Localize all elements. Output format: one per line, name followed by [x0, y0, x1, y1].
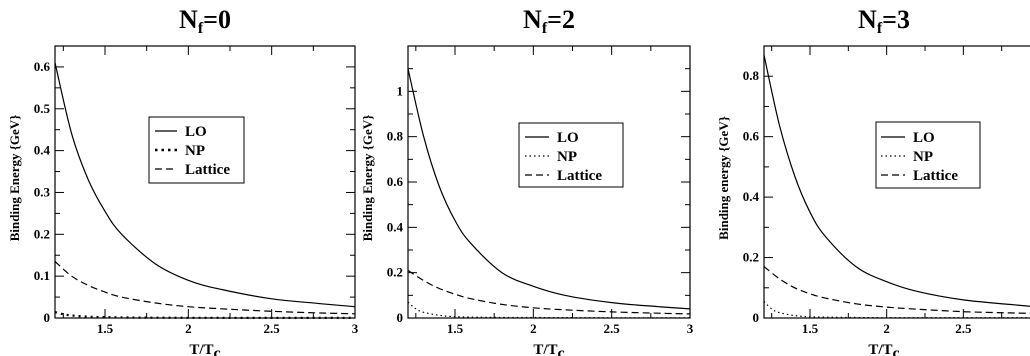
- svg-text:Lattice: Lattice: [913, 168, 958, 184]
- series-lattice-line: [763, 266, 1030, 314]
- x-tick-label: 1.5: [802, 321, 819, 336]
- svg-text:NP: NP: [185, 143, 205, 159]
- panel-nf0: Nf=0 Binding Energy {GeV} T/Tc LO NP Lat…: [7, 5, 245, 356]
- y-tick-label: 0.6: [743, 129, 760, 144]
- y-axis-label: Binding Energy {GeV}: [7, 115, 22, 242]
- y-axis-label: Binding energy {GeV}: [716, 116, 731, 240]
- svg-text:NP: NP: [913, 149, 933, 165]
- legend-item-np: NP: [525, 149, 577, 165]
- y-tick-label: 1: [397, 83, 404, 98]
- x-axis-label: T/Tc: [533, 342, 564, 356]
- series-np-line: [407, 301, 690, 319]
- legend-box: [875, 121, 981, 189]
- y-tick-label: 0.1: [34, 268, 50, 283]
- plot-frame: [763, 45, 1030, 319]
- y-tick-label: 0: [44, 310, 51, 325]
- svg-text:LO: LO: [913, 130, 935, 146]
- y-tick-label: 0.8: [743, 68, 760, 83]
- panel-title: Nf=2: [523, 5, 575, 37]
- x-tick-label: 2: [530, 321, 537, 336]
- panel-nf2: Nf=2 Binding Energy {GeV} T/Tc LO NP Lat…: [360, 5, 624, 356]
- panel-title: Nf=0: [179, 5, 231, 37]
- legend-item-np: NP: [881, 149, 933, 165]
- series-lo-line: [407, 68, 691, 310]
- svg-text:NP: NP: [557, 149, 577, 165]
- y-tick-label: 0.5: [34, 101, 51, 116]
- x-tick-label: 3: [687, 321, 694, 336]
- y-tick-label: 0.3: [34, 184, 51, 199]
- series-lo-line: [54, 62, 356, 308]
- x-tick-label: 3: [352, 321, 359, 336]
- panel-title: Nf=3: [858, 5, 910, 37]
- legend-item-lo: LO: [525, 130, 579, 146]
- series-np-line: [763, 300, 1030, 319]
- y-tick-label: 0.2: [743, 250, 759, 265]
- series-lattice-line: [54, 261, 356, 315]
- series-lattice-line: [407, 269, 691, 315]
- svg-text:Lattice: Lattice: [185, 162, 230, 178]
- y-tick-label: 0.6: [34, 59, 51, 74]
- legend-item-lo: LO: [155, 124, 207, 140]
- y-tick-label: 0: [397, 310, 404, 325]
- y-axis-label: Binding Energy {GeV}: [360, 115, 375, 242]
- y-tick-label: 0.8: [387, 129, 404, 144]
- y-tick-label: 0.2: [387, 265, 403, 280]
- y-tick-label: 0.4: [34, 143, 51, 158]
- x-axis-label: T/Tc: [189, 342, 220, 356]
- y-tick-label: 0.2: [34, 226, 50, 241]
- y-tick-label: 0.6: [387, 174, 404, 189]
- x-tick-label: 1.5: [447, 321, 464, 336]
- y-tick-label: 0.4: [743, 189, 760, 204]
- legend-box: [148, 116, 245, 184]
- x-tick-label: 2: [185, 321, 192, 336]
- series-lo-line: [763, 54, 1030, 307]
- svg-text:LO: LO: [185, 124, 207, 140]
- legend-box: [518, 122, 624, 188]
- x-tick-label: 2.5: [955, 321, 972, 336]
- plot-area-0: 1.5 2 2.5 3 0 0.1 0.2 0.3 0.4 0.5 0.6: [34, 45, 359, 336]
- legend-item-lo: LO: [881, 130, 935, 146]
- x-tick-label: 2: [883, 321, 890, 336]
- x-axis-label: T/Tc: [868, 342, 899, 356]
- svg-text:LO: LO: [557, 130, 579, 146]
- x-tick-label: 2.5: [264, 321, 281, 336]
- legend-item-lattice: Lattice: [155, 162, 230, 178]
- x-tick-label: 1.5: [97, 321, 114, 336]
- panel-nf3: Nf=3 Binding energy {GeV} T/Tc LO NP Lat…: [716, 5, 981, 356]
- legend-item-lattice: Lattice: [881, 168, 958, 184]
- legend-item-lattice: Lattice: [525, 168, 602, 184]
- x-tick-label: 2.5: [604, 321, 621, 336]
- y-tick-label: 0: [753, 310, 760, 325]
- y-tick-label: 0.4: [387, 219, 404, 234]
- plot-area-1: 1.5 2 2.5 3 0 0.2 0.4 0.6 0.8 1: [387, 45, 694, 336]
- svg-text:Lattice: Lattice: [557, 168, 602, 184]
- legend-item-np: NP: [155, 143, 205, 159]
